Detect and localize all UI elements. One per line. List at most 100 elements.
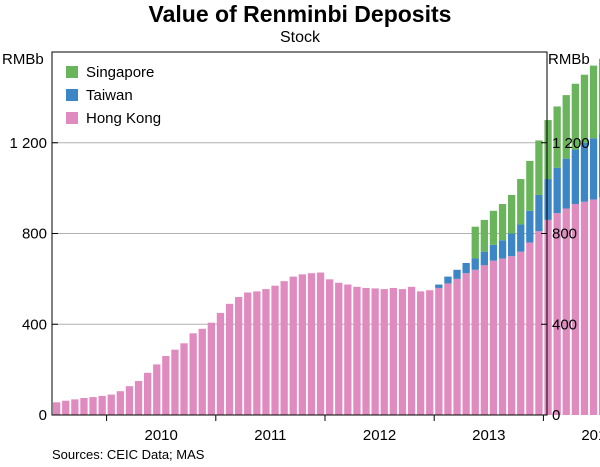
bar-hong-kong-55	[553, 213, 561, 415]
bar-hong-kong-25	[280, 281, 288, 415]
bar-taiwan-42	[435, 284, 443, 288]
x-label-2010: 2010	[145, 427, 178, 444]
bar-singapore-54	[544, 120, 552, 180]
y-tick-label-left-0: 0	[39, 407, 47, 424]
bar-hong-kong-18	[216, 312, 225, 415]
bar-taiwan-58	[580, 142, 589, 202]
bar-hong-kong-17	[207, 322, 215, 415]
bar-taiwan-59	[589, 138, 598, 200]
bar-taiwan-46	[471, 258, 479, 270]
legend-label-hong-kong: Hong Kong	[86, 110, 161, 127]
bar-hong-kong-48	[489, 260, 498, 415]
bar-hong-kong-27	[298, 274, 306, 415]
bar-hong-kong-20	[235, 297, 243, 415]
bar-taiwan-54	[544, 179, 552, 220]
bar-hong-kong-1	[62, 400, 70, 415]
bar-hong-kong-28	[307, 273, 316, 415]
bar-hong-kong-53	[535, 231, 543, 415]
bar-hong-kong-49	[498, 258, 507, 415]
bar-singapore-52	[526, 160, 534, 211]
bar-hong-kong-39	[407, 286, 416, 415]
y-tick-label-left-2: 800	[22, 226, 47, 243]
bar-hong-kong-0	[53, 402, 61, 415]
bar-taiwan-43	[444, 276, 452, 284]
bar-singapore-55	[553, 106, 561, 168]
bar-singapore-49	[498, 204, 507, 241]
bar-hong-kong-51	[517, 251, 525, 415]
bar-hong-kong-13	[171, 349, 179, 415]
legend: Singapore Taiwan Hong Kong	[66, 64, 161, 127]
legend-label-taiwan: Taiwan	[86, 87, 133, 104]
bar-taiwan-50	[508, 233, 516, 257]
bar-taiwan-56	[562, 158, 570, 209]
bar-hong-kong-8	[125, 386, 134, 415]
bar-hong-kong-29	[316, 272, 325, 415]
bar-taiwan-51	[517, 224, 525, 252]
x-label-2014: 2014	[581, 427, 600, 444]
bar-hong-kong-5	[98, 395, 106, 415]
bar-hong-kong-41	[426, 290, 434, 415]
bar-hong-kong-34	[362, 287, 370, 415]
bar-singapore-47	[480, 219, 488, 252]
bar-hong-kong-19	[225, 303, 234, 415]
bar-hong-kong-11	[153, 364, 161, 415]
bar-hong-kong-24	[271, 285, 279, 415]
y-tick-label-right-2: 800	[552, 226, 577, 243]
bar-taiwan-49	[498, 240, 507, 259]
bar-singapore-51	[517, 179, 525, 225]
bar-hong-kong-21	[244, 292, 252, 415]
bar-hong-kong-36	[380, 289, 388, 415]
bar-singapore-56	[562, 95, 570, 159]
x-label-2011: 2011	[254, 427, 286, 444]
bar-hong-kong-33	[353, 286, 361, 415]
bar-taiwan-55	[553, 167, 561, 214]
bar-hong-kong-42	[435, 287, 443, 415]
bar-hong-kong-9	[134, 380, 143, 415]
bar-hong-kong-16	[198, 328, 206, 415]
bar-hong-kong-30	[326, 279, 334, 415]
bar-hong-kong-6	[107, 394, 115, 415]
legend-swatch-taiwan	[66, 89, 78, 101]
bar-hong-kong-57	[571, 204, 579, 415]
y-tick-label-left-3: 1 200	[9, 135, 47, 152]
bar-hong-kong-56	[562, 208, 570, 415]
bar-hong-kong-45	[462, 273, 470, 415]
bar-taiwan-57	[571, 149, 579, 205]
bar-hong-kong-38	[398, 289, 407, 415]
bar-taiwan-52	[526, 210, 534, 243]
bar-taiwan-53	[535, 194, 543, 232]
chart-subtitle: Stock	[279, 29, 320, 46]
bar-hong-kong-59	[589, 199, 598, 415]
bar-hong-kong-46	[471, 269, 479, 415]
bar-hong-kong-35	[371, 288, 379, 415]
axis-labels: 0 0 400 400 800 800 1 200 1 200 2010 2011 2012 2013…	[9, 135, 600, 444]
bar-hong-kong-23	[262, 289, 270, 415]
bar-singapore-53	[535, 140, 543, 195]
legend-swatch-hong-kong	[66, 112, 78, 124]
y-tick-label-left-1: 400	[22, 316, 47, 333]
bar-taiwan-44	[453, 269, 461, 279]
bar-hong-kong-2	[71, 399, 79, 415]
bar-hong-kong-37	[389, 287, 397, 415]
bar-hong-kong-14	[180, 343, 188, 415]
bar-hong-kong-22	[253, 291, 261, 415]
bar-singapore-59	[589, 65, 598, 139]
bar-hong-kong-15	[189, 333, 197, 415]
x-label-2012: 2012	[363, 427, 396, 444]
bar-hong-kong-31	[335, 282, 343, 415]
bar-hong-kong-52	[526, 242, 534, 415]
legend-swatch-singapore	[66, 66, 78, 78]
bar-hong-kong-50	[508, 256, 516, 415]
bar-hong-kong-44	[453, 278, 461, 416]
bar-hong-kong-40	[417, 291, 425, 415]
bar-singapore-46	[471, 226, 479, 259]
y-tick-label-right-1: 400	[552, 316, 577, 333]
bar-hong-kong-12	[162, 356, 170, 415]
bar-hong-kong-10	[144, 372, 152, 415]
bar-hong-kong-4	[89, 397, 97, 415]
source-note: Sources: CEIC Data; MAS	[52, 447, 205, 462]
x-label-2013: 2013	[472, 427, 505, 444]
y-tick-label-right-3: 1 200	[552, 135, 590, 152]
bar-singapore-57	[571, 83, 579, 150]
